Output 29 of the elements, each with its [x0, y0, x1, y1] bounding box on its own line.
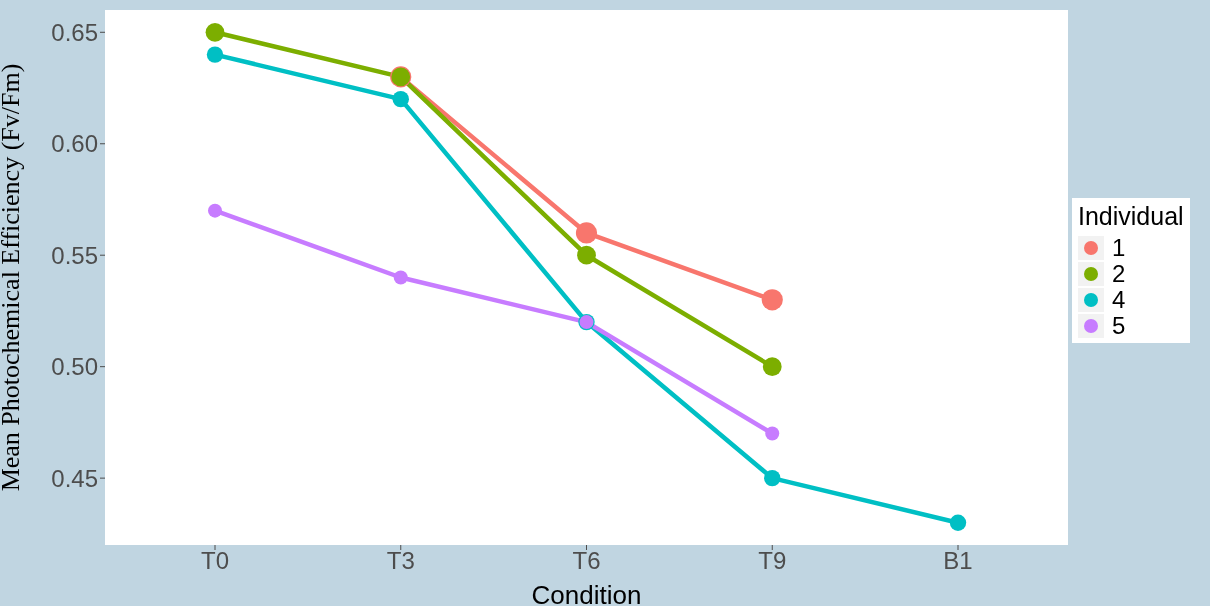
point [392, 90, 409, 108]
x-tick-label: T9 [758, 547, 787, 575]
point [765, 426, 780, 441]
point [949, 514, 967, 531]
y-tick-label: 0.45 [51, 464, 98, 492]
legend-label: 4 [1112, 286, 1126, 314]
point [393, 270, 408, 285]
point [761, 289, 783, 311]
point [206, 46, 224, 63]
x-axis-title: Condition [531, 580, 642, 606]
legend-label: 1 [1112, 234, 1126, 262]
point [575, 222, 598, 244]
y-tick-label: 0.65 [51, 18, 98, 46]
legend-label: 5 [1112, 312, 1126, 340]
x-tick-label: T3 [386, 547, 415, 575]
point [208, 203, 222, 218]
legend-title: Individual [1078, 202, 1184, 231]
y-tick-label: 0.50 [51, 353, 98, 381]
point [205, 22, 225, 42]
point [764, 469, 781, 487]
x-tick-label: T6 [572, 547, 601, 575]
y-tick-label: 0.55 [51, 241, 98, 269]
y-axis-title: Mean Photochemical Efficiency (Fv/Fm) [0, 63, 26, 492]
legend-label: 2 [1112, 260, 1126, 288]
point [762, 357, 782, 377]
x-tick-label: T0 [200, 547, 230, 575]
point [577, 245, 596, 265]
x-tick-label: B1 [943, 547, 973, 575]
y-tick-label: 0.60 [51, 130, 98, 158]
